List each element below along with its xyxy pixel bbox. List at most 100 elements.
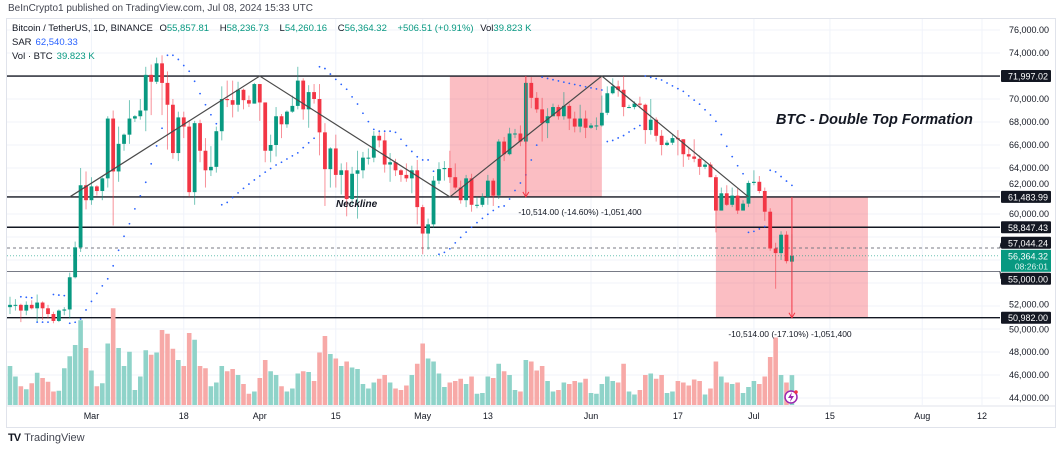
- candle-body[interactable]: [8, 304, 12, 308]
- candle-body[interactable]: [268, 145, 273, 151]
- candle-body[interactable]: [496, 141, 501, 196]
- candle-body[interactable]: [632, 103, 637, 108]
- candle-body[interactable]: [578, 118, 583, 127]
- candle-body[interactable]: [654, 119, 659, 136]
- candle-body[interactable]: [485, 180, 490, 197]
- candle-body[interactable]: [18, 304, 23, 311]
- candle-body[interactable]: [317, 99, 322, 133]
- candle-body[interactable]: [708, 164, 713, 178]
- candle-body[interactable]: [382, 140, 387, 165]
- candle-body[interactable]: [627, 107, 631, 109]
- candle-body[interactable]: [784, 234, 789, 262]
- candle-body[interactable]: [670, 138, 675, 143]
- candle-body[interactable]: [719, 193, 724, 211]
- candle-body[interactable]: [29, 304, 34, 309]
- candle-body[interactable]: [572, 118, 577, 127]
- candle-body[interactable]: [122, 134, 126, 144]
- candle-body[interactable]: [502, 141, 507, 155]
- candle-body[interactable]: [241, 89, 246, 101]
- candle-body[interactable]: [779, 234, 783, 254]
- candle-body[interactable]: [100, 178, 105, 191]
- candle-body[interactable]: [306, 92, 311, 110]
- candle-body[interactable]: [741, 203, 745, 211]
- candle-body[interactable]: [643, 104, 648, 131]
- candle-body[interactable]: [594, 125, 599, 127]
- candle-body[interactable]: [94, 186, 99, 191]
- candle-body[interactable]: [697, 158, 702, 167]
- candle-body[interactable]: [757, 181, 762, 191]
- candle-body[interactable]: [589, 125, 593, 128]
- candle-body[interactable]: [518, 133, 523, 142]
- candle-body[interactable]: [187, 126, 192, 193]
- candle-body[interactable]: [637, 103, 642, 105]
- symbol-name[interactable]: Bitcoin / TetherUS, 1D, BINANCE: [12, 23, 153, 34]
- candle-body[interactable]: [230, 100, 235, 105]
- candle-body[interactable]: [219, 99, 224, 132]
- candle-body[interactable]: [127, 118, 132, 135]
- candle-body[interactable]: [138, 110, 143, 117]
- chart-title-annotation[interactable]: BTC - Double Top Formation: [776, 112, 973, 128]
- candle-body[interactable]: [89, 186, 94, 201]
- candle-body[interactable]: [225, 99, 230, 101]
- candle-body[interactable]: [377, 135, 382, 141]
- candle-body[interactable]: [561, 105, 566, 117]
- candle-body[interactable]: [333, 148, 338, 175]
- candle-body[interactable]: [773, 248, 778, 254]
- candle-body[interactable]: [160, 63, 164, 83]
- candle-body[interactable]: [659, 135, 664, 145]
- candle-body[interactable]: [442, 168, 447, 170]
- candle-body[interactable]: [583, 118, 588, 128]
- candle-body[interactable]: [116, 143, 121, 172]
- candle-body[interactable]: [735, 195, 740, 211]
- sar-legend[interactable]: SAR 62,540.33: [12, 37, 78, 48]
- measure-label-2[interactable]: -10,514.00 (-17.10%) -1,051,400: [728, 329, 852, 339]
- candle-body[interactable]: [198, 123, 202, 151]
- candle-body[interactable]: [236, 89, 240, 105]
- candle-body[interactable]: [143, 74, 148, 111]
- candle-body[interactable]: [51, 314, 56, 321]
- candle-body[interactable]: [692, 156, 697, 159]
- neckline-label[interactable]: Neckline: [336, 199, 378, 210]
- candle-body[interactable]: [605, 93, 610, 113]
- candle-body[interactable]: [290, 105, 295, 112]
- candle-body[interactable]: [437, 169, 441, 181]
- candle-body[interactable]: [491, 180, 496, 196]
- candle-body[interactable]: [762, 191, 767, 212]
- candle-body[interactable]: [339, 170, 344, 175]
- candle-body[interactable]: [13, 304, 18, 306]
- candle-body[interactable]: [730, 195, 735, 205]
- candle-body[interactable]: [714, 177, 718, 211]
- candle-body[interactable]: [480, 196, 485, 205]
- candle-body[interactable]: [84, 185, 88, 201]
- candle-body[interactable]: [599, 112, 604, 126]
- candle-body[interactable]: [78, 185, 83, 248]
- candle-body[interactable]: [453, 177, 458, 188]
- candle-body[interactable]: [469, 178, 474, 205]
- measure-label-1[interactable]: -10,514.00 (-14.60%) -1,051,400: [518, 207, 642, 217]
- candle-body[interactable]: [426, 224, 431, 234]
- candle-body[interactable]: [355, 170, 360, 174]
- candle-body[interactable]: [323, 132, 327, 170]
- candle-body[interactable]: [350, 173, 354, 200]
- candle-body[interactable]: [181, 117, 186, 127]
- candle-body[interactable]: [67, 277, 72, 310]
- candle-body[interactable]: [616, 86, 621, 90]
- candle-body[interactable]: [35, 302, 40, 309]
- candle-body[interactable]: [203, 150, 208, 171]
- candle-body[interactable]: [209, 166, 213, 171]
- candle-body[interactable]: [46, 308, 50, 315]
- volume-legend[interactable]: Vol · BTC 39.823 K: [12, 51, 95, 62]
- candle-body[interactable]: [431, 180, 436, 225]
- candle-body[interactable]: [73, 247, 78, 278]
- candle-body[interactable]: [686, 154, 691, 157]
- candle-body[interactable]: [176, 117, 181, 154]
- candle-body[interactable]: [534, 97, 539, 110]
- candle-body[interactable]: [621, 89, 626, 108]
- candle-body[interactable]: [404, 174, 409, 179]
- candle-body[interactable]: [464, 178, 469, 201]
- candle-body[interactable]: [475, 204, 479, 206]
- candle-body[interactable]: [610, 86, 615, 94]
- candle-body[interactable]: [274, 116, 278, 145]
- candle-body[interactable]: [312, 92, 316, 99]
